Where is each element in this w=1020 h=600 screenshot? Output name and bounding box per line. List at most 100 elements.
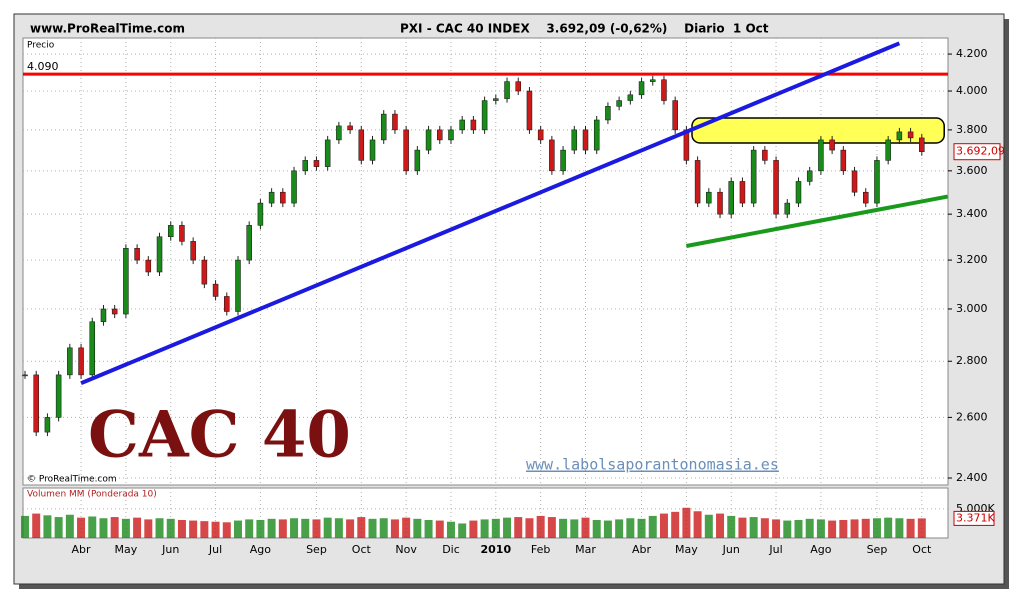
x-tick-label: May: [115, 543, 138, 556]
candle: [414, 149, 421, 172]
x-tick-label: Ago: [250, 543, 272, 556]
volume-bar: [222, 522, 231, 538]
volume-bar: [491, 518, 500, 538]
volume-bar: [895, 518, 904, 538]
candle: [33, 374, 39, 433]
candle: [919, 137, 925, 152]
volume-bar: [346, 519, 355, 538]
candle: [212, 283, 219, 297]
y-tick-label: 3.000: [956, 302, 988, 315]
volume-bar: [805, 518, 814, 538]
candle: [818, 139, 824, 172]
x-tick-label: Sep: [306, 543, 327, 556]
candle: [291, 170, 297, 204]
candle: [44, 417, 51, 433]
y-tick-label: 2.800: [956, 354, 988, 367]
candle: [55, 374, 62, 418]
volume-bar: [525, 518, 534, 538]
x-tick-label: Dic: [442, 543, 460, 556]
volume-bar: [917, 518, 926, 538]
x-tick-label: May: [675, 543, 698, 556]
volume-bar: [121, 518, 130, 538]
volume-bar: [166, 518, 175, 538]
volume-label: Volumen MM (Ponderada 10): [27, 490, 157, 500]
candle: [134, 248, 140, 261]
x-tick-label: Jul: [768, 543, 782, 556]
volume-bar: [245, 519, 254, 538]
candle: [829, 139, 835, 151]
candle: [593, 119, 600, 151]
candle: [638, 81, 645, 96]
volume-bar: [390, 519, 399, 538]
volume-bar: [615, 519, 624, 538]
volume-bar: [704, 514, 713, 538]
volume-bar: [267, 518, 276, 538]
volume-bar: [144, 519, 153, 538]
volume-bar: [659, 513, 668, 538]
y-tick-label: 2.400: [956, 471, 988, 484]
volume-bar: [828, 520, 837, 538]
watermark: CAC 40: [88, 398, 351, 473]
candle: [123, 248, 129, 315]
candle: [706, 191, 712, 204]
volume-bar: [77, 517, 86, 538]
candle: [347, 125, 353, 131]
candle: [885, 139, 891, 161]
volume-bar: [368, 518, 377, 538]
candle: [481, 100, 488, 131]
candle: [67, 347, 73, 376]
candle: [526, 90, 533, 131]
y-tick-label: 4.200: [956, 47, 988, 60]
candle: [616, 100, 622, 107]
candle: [582, 129, 589, 151]
chart-title: PXI - CAC 40 INDEX 3.692,09 (-0,62%) Dia…: [400, 22, 769, 36]
volume-bar: [65, 514, 74, 538]
axis-label: Precio: [27, 41, 55, 51]
volume-bar: [43, 515, 52, 538]
volume-bar: [402, 517, 411, 538]
volume-bar: [278, 519, 287, 538]
x-tick-label: Abr: [72, 543, 92, 556]
y-tick-label: 3.400: [956, 207, 988, 220]
volume-bar: [503, 517, 512, 538]
volume-bar: [626, 518, 635, 538]
candle: [907, 131, 914, 139]
candle: [111, 308, 118, 315]
copyright: © ProRealTime.com: [27, 475, 117, 485]
candle: [627, 94, 634, 101]
x-tick-label: Jun: [722, 543, 740, 556]
volume-bar: [424, 519, 433, 538]
candle: [22, 374, 28, 377]
volume-bar: [637, 518, 646, 538]
candle: [650, 79, 656, 82]
volume-bar: [682, 507, 691, 538]
volume-bar: [592, 519, 601, 538]
volume-bar: [760, 518, 769, 538]
volume-bar: [816, 519, 825, 538]
candle: [762, 149, 768, 161]
x-tick-label: Sep: [867, 543, 888, 556]
candle: [302, 160, 308, 172]
candle: [280, 191, 286, 204]
candle: [257, 202, 264, 226]
candle: [459, 119, 465, 131]
volume-bar: [850, 519, 859, 538]
volume-bar: [469, 520, 478, 538]
x-tick-label: Feb: [531, 543, 550, 556]
y-tick-label: 3.800: [956, 123, 988, 136]
site-link[interactable]: www.labolsaporantonomasia.es: [526, 456, 779, 474]
volume-bar: [559, 518, 568, 538]
volume-bar: [671, 511, 680, 538]
candle: [549, 139, 555, 172]
volume-bar: [357, 517, 366, 538]
y-tick-label: 2.600: [956, 410, 988, 423]
candle: [89, 321, 96, 376]
volume-bar: [301, 518, 310, 538]
trendline: [686, 194, 948, 248]
candle: [874, 160, 880, 204]
candle: [246, 225, 252, 261]
volume-bar: [21, 515, 29, 538]
candle: [560, 149, 566, 172]
y-tick-label: 3.200: [956, 253, 988, 266]
volume-bar: [872, 518, 881, 538]
